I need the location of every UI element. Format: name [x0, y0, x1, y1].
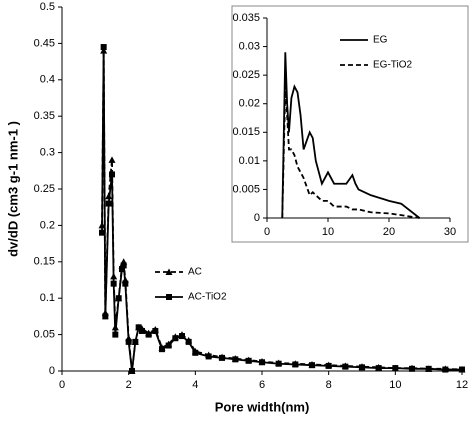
y-axis-label: dv/dD (cm3 g-1 nm-1 ): [5, 121, 20, 257]
y-tick-label: 0: [254, 212, 260, 224]
data-point: [392, 365, 399, 372]
y-tick-label: 0.1: [40, 292, 55, 304]
data-point: [132, 338, 139, 345]
data-point: [120, 262, 127, 269]
x-tick-label: 0: [59, 379, 65, 391]
data-point: [375, 365, 382, 372]
data-point: [185, 338, 192, 345]
y-tick-label: 0.01: [239, 155, 260, 167]
x-tick-label: 10: [389, 379, 401, 391]
y-tick-label: 0.05: [34, 329, 55, 341]
legend-label: EG: [373, 35, 388, 46]
x-tick-label: 4: [192, 379, 198, 391]
data-point: [342, 363, 349, 370]
series-line: [281, 86, 420, 219]
data-point: [159, 346, 165, 353]
data-point: [245, 357, 252, 364]
data-point: [122, 280, 129, 287]
data-point: [359, 364, 365, 371]
y-tick-label: 0.5: [40, 1, 55, 13]
data-point: [129, 368, 135, 374]
data-point: [259, 359, 265, 366]
data-point: [125, 338, 132, 345]
data-point: [275, 360, 282, 367]
x-tick-label: 0: [264, 226, 270, 238]
y-tick-label: 0: [49, 365, 55, 377]
x-axis-label: Pore width(nm): [215, 399, 310, 414]
data-point: [100, 44, 107, 51]
y-tick-label: 0.02: [239, 98, 260, 110]
data-point: [105, 200, 112, 207]
data-point: [172, 335, 179, 342]
data-point: [145, 331, 152, 338]
data-point: [459, 366, 465, 373]
legend-label: AC-TiO2: [188, 292, 227, 303]
data-point: [139, 327, 145, 334]
series-line: [281, 52, 421, 219]
x-tick-label: 2: [126, 379, 132, 391]
x-tick-label: 12: [456, 379, 468, 391]
x-tick-label: 10: [322, 226, 334, 238]
y-tick-label: 0.2: [40, 219, 55, 231]
y-tick-label: 0.025: [232, 69, 260, 81]
y-tick-label: 0.35: [34, 110, 55, 122]
y-tick-label: 0.25: [34, 183, 55, 195]
data-point: [442, 366, 449, 373]
data-point: [192, 349, 199, 356]
data-point: [232, 356, 239, 363]
y-tick-label: 0.15: [34, 256, 55, 268]
legend-label: EG-TiO2: [373, 60, 413, 71]
y-tick-label: 0.015: [232, 126, 260, 138]
data-point: [108, 156, 116, 163]
inset-frame: [231, 5, 469, 243]
x-tick-label: 30: [444, 226, 456, 238]
data-point: [409, 365, 415, 372]
y-tick-label: 0.035: [232, 12, 260, 24]
y-tick-label: 0.3: [40, 147, 55, 159]
y-tick-label: 0.03: [239, 40, 260, 52]
data-point: [112, 331, 119, 338]
data-point: [99, 229, 105, 236]
y-tick-label: 0.005: [232, 183, 260, 195]
data-point: [309, 362, 315, 369]
x-tick-label: 8: [326, 379, 332, 391]
y-tick-label: 0.4: [40, 74, 55, 86]
data-point: [219, 354, 225, 361]
data-point: [325, 362, 332, 369]
data-point: [165, 342, 172, 349]
data-point: [109, 171, 115, 178]
legend-label: AC: [188, 267, 202, 278]
legend-marker: [166, 294, 172, 300]
x-tick-label: 20: [383, 226, 395, 238]
data-point: [152, 327, 159, 334]
y-tick-label: 0.45: [34, 37, 55, 49]
data-point: [292, 361, 299, 368]
data-point: [425, 365, 432, 372]
legend-marker: [165, 268, 173, 275]
data-point: [179, 333, 185, 340]
data-point: [110, 280, 117, 287]
data-point: [102, 313, 109, 320]
data-point: [115, 295, 122, 302]
data-point: [205, 353, 212, 360]
x-tick-label: 6: [259, 379, 265, 391]
